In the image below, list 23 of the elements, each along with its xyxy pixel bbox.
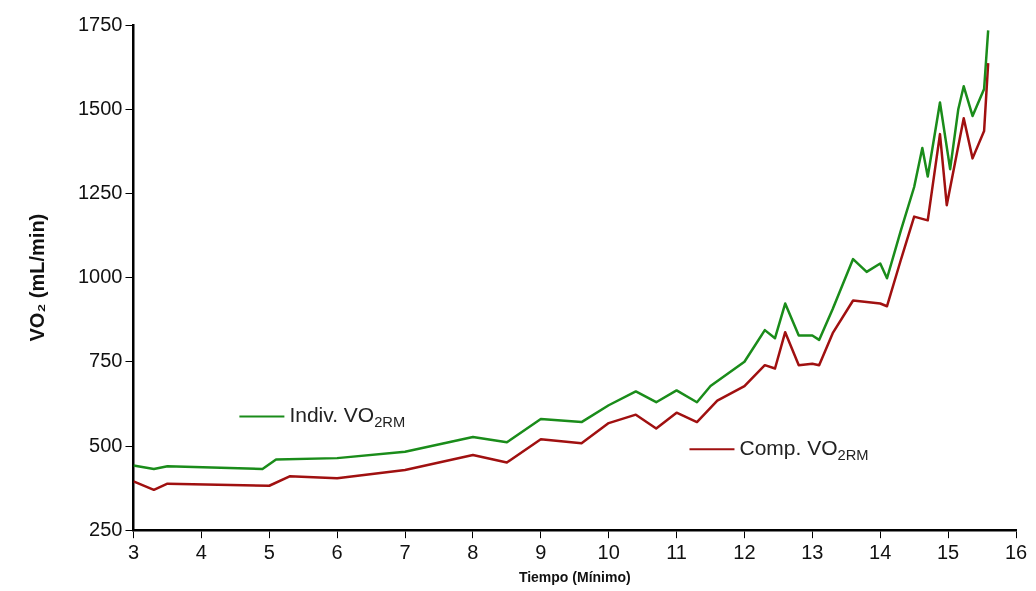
- y-tick-label: 1750: [77, 12, 123, 35]
- y-tick-label: 1250: [77, 180, 123, 203]
- x-tick-label: 10: [597, 540, 620, 563]
- y-tick-label: 500: [89, 433, 123, 456]
- x-tick-label: 13: [801, 540, 824, 563]
- x-tick-label: 3: [127, 540, 140, 563]
- y-tick-label: 1500: [77, 96, 123, 119]
- x-tick-label: 7: [399, 540, 411, 563]
- x-tick-label: 6: [331, 540, 343, 563]
- x-tick-label: 4: [195, 540, 207, 563]
- x-tick-label: 14: [869, 540, 892, 563]
- x-tick-label: 5: [263, 540, 275, 563]
- x-tick-label: 11: [666, 540, 687, 563]
- x-tick-label: 12: [733, 540, 756, 563]
- y-tick-label: 1000: [77, 265, 123, 288]
- x-tick-label: 8: [467, 540, 479, 563]
- y-axis-title: VO₂ (mL/min): [25, 213, 48, 342]
- x-tick-label: 9: [535, 540, 547, 563]
- x-axis-title: Tiempo (Mínimo): [518, 569, 631, 586]
- x-tick-label: 16: [1004, 540, 1028, 563]
- x-tick-label: 15: [936, 540, 960, 563]
- y-tick-label: 250: [89, 517, 123, 540]
- y-tick-label: 750: [89, 349, 123, 372]
